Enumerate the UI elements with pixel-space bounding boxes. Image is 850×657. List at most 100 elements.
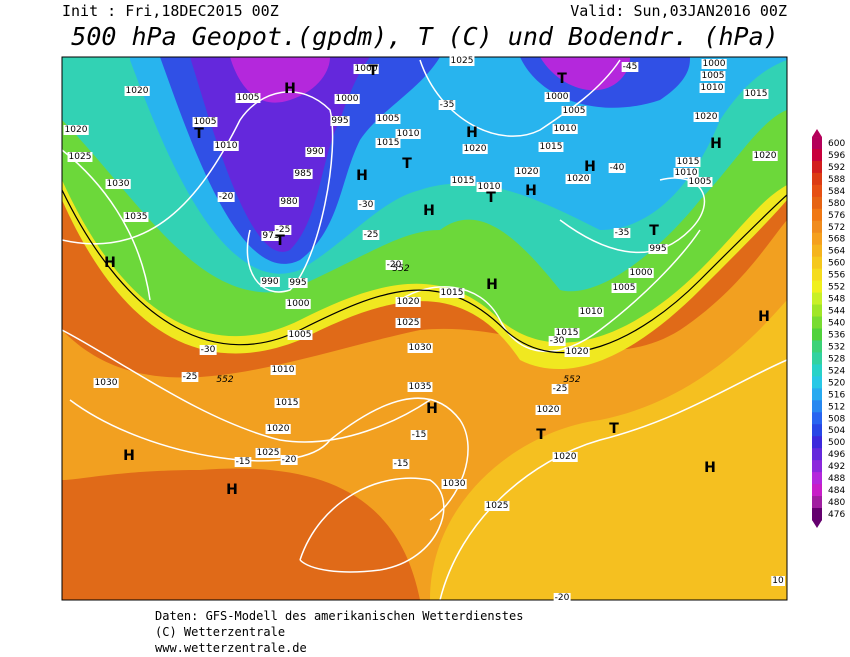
isobar-label: 1025: [486, 501, 509, 511]
valid-time: Valid: Sun,03JAN2016 00Z: [570, 2, 787, 20]
colorbar-label: 536: [828, 330, 845, 340]
pressure-center: T: [275, 233, 285, 249]
isobar-label: 1030: [107, 179, 130, 189]
isobar-label-bg: [449, 56, 475, 66]
colorbar-label: 492: [828, 462, 845, 472]
isobar-label: 1015: [452, 176, 475, 186]
isobar-label-bg: [270, 365, 296, 375]
temperature-label-bg: [199, 345, 217, 355]
temperature-label-bg: [234, 457, 252, 467]
temperature-label: -25: [364, 230, 379, 240]
pressure-center: H: [356, 168, 368, 184]
isobar-label: 1015: [276, 398, 299, 408]
colorbar-label: 532: [828, 342, 845, 352]
pressure-center: T: [609, 421, 619, 437]
height-label: 552: [392, 264, 409, 274]
colorbar-label: 496: [828, 450, 845, 460]
isobar-label: 1025: [397, 318, 420, 328]
isobar-label-bg: [274, 398, 300, 408]
temperature-label: -30: [359, 200, 374, 210]
temperature-label-bg: [613, 228, 631, 238]
isobar-label-bg: [124, 86, 150, 96]
temperature-label-bg: [357, 200, 375, 210]
isobar-label: 1020: [537, 405, 560, 415]
temperature-label: -20: [282, 455, 297, 465]
isobar-label-bg: [123, 212, 149, 222]
footer-line: (C) Wetterzentrale: [155, 625, 285, 639]
temperature-label-bg: [181, 372, 199, 382]
temperature-label-bg: [621, 62, 639, 72]
isobar-label: 1010: [554, 124, 577, 134]
isobar-label: 1005: [289, 330, 312, 340]
isobar-label-bg: [305, 147, 325, 157]
colorbar-label: 548: [828, 295, 845, 305]
isobar-label: 1035: [409, 382, 432, 392]
isobar-label: 975: [262, 231, 279, 241]
pressure-center: T: [486, 190, 496, 206]
isobar-label-bg: [93, 378, 119, 388]
colorbar-swatch: [812, 280, 822, 294]
pressure-center: H: [486, 277, 498, 293]
temperature-label: -30: [550, 336, 565, 346]
isobar-label-bg: [407, 382, 433, 392]
isobar-label-bg: [261, 231, 281, 241]
colorbar-label: 476: [828, 510, 845, 520]
isobar-label-bg: [260, 277, 280, 287]
isobar-label: 1035: [125, 212, 148, 222]
isobar-label-bg: [265, 424, 291, 434]
isobar-label: 1005: [377, 114, 400, 124]
isobar-label: 1020: [554, 452, 577, 462]
isobar-label: 1030: [443, 479, 466, 489]
isobar-label: 1010: [272, 365, 295, 375]
colorbar-swatch: [812, 388, 822, 401]
isobar-label-bg: [771, 576, 785, 586]
isobar-label-bg: [288, 278, 308, 288]
colorbar-swatch: [812, 376, 822, 389]
isobar-label-bg: [565, 174, 591, 184]
isobar-label-bg: [476, 182, 502, 192]
temperature-label: -25: [183, 372, 198, 382]
colorbar-label: 544: [828, 307, 845, 317]
isobar-label: 1020: [267, 424, 290, 434]
colorbar-label: 500: [828, 438, 845, 448]
pressure-center: H: [226, 482, 238, 498]
isobar-label: 1025: [257, 448, 280, 458]
temperature-label: -25: [553, 384, 568, 394]
isobar-label-bg: [279, 197, 299, 207]
colorbar-label: 516: [828, 390, 845, 400]
isobar-label: 995: [289, 278, 306, 288]
isobar-label-bg: [287, 330, 313, 340]
colorbar-swatch: [812, 220, 822, 234]
isobar-label: 1015: [540, 142, 563, 152]
isobar-label: 1020: [397, 297, 420, 307]
colorbar-label: 480: [828, 498, 845, 508]
pressure-center: H: [104, 255, 116, 271]
isobar-label-bg: [441, 479, 467, 489]
pressure-center: T: [402, 156, 412, 172]
isobar-label-bg: [293, 169, 313, 179]
pressure-center: T: [649, 223, 659, 239]
temperature-label: -45: [623, 62, 638, 72]
height-label: 552: [563, 375, 580, 385]
colorbar-swatch: [812, 268, 822, 282]
temperature-label: -25: [276, 225, 291, 235]
isobar-label: 1000: [546, 92, 569, 102]
temperature-label: -15: [236, 457, 251, 467]
isobar-label-bg: [439, 288, 465, 298]
isobar-label-bg: [673, 168, 699, 178]
isobar-label: 1030: [95, 378, 118, 388]
pressure-center: H: [123, 448, 135, 464]
colorbar-label: 540: [828, 319, 845, 329]
colorbar-swatch: [812, 508, 822, 521]
footer-line: www.wetterzentrale.de: [155, 641, 307, 655]
footer-line: Daten: GFS-Modell des amerikanischen Wet…: [155, 609, 523, 623]
temperature-label: -30: [201, 345, 216, 355]
pressure-center: H: [704, 460, 716, 476]
temperature-label: -40: [610, 163, 625, 173]
isobar-label-bg: [675, 157, 701, 167]
colorbar-swatch: [812, 424, 822, 437]
isobar-label-bg: [450, 176, 476, 186]
isobar-label-bg: [700, 71, 726, 81]
colorbar-swatch: [812, 196, 822, 210]
isobar-label-bg: [552, 452, 578, 462]
